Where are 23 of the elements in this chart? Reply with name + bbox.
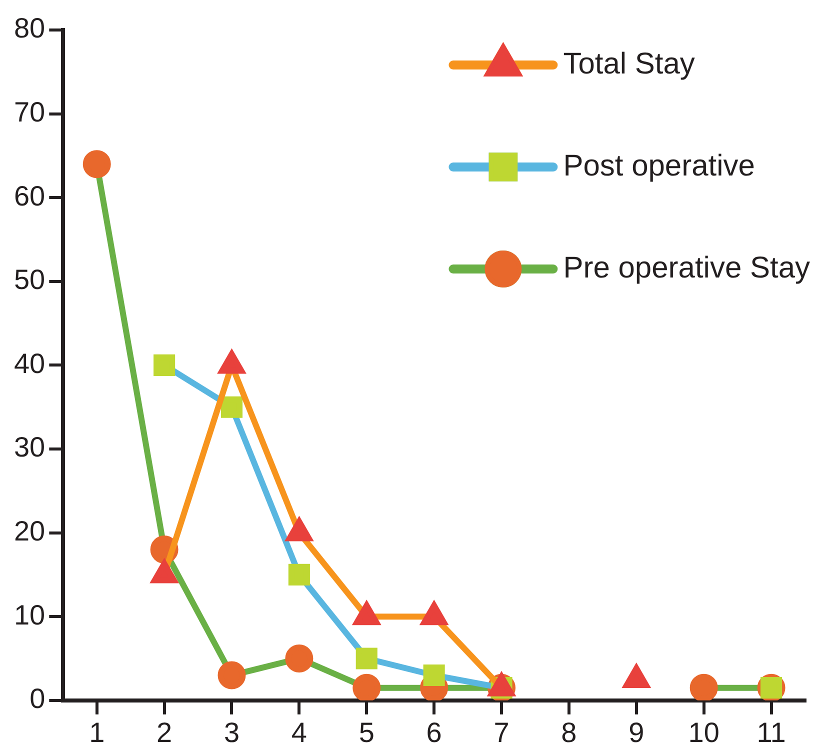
x-tick-label: 9 bbox=[628, 716, 644, 748]
x-tick-label: 5 bbox=[358, 716, 374, 748]
y-tick-label: 70 bbox=[14, 96, 46, 128]
x-tick-label: 6 bbox=[426, 716, 442, 748]
x-tick-label: 8 bbox=[561, 716, 577, 748]
y-tick-label: 60 bbox=[14, 180, 46, 212]
y-tick-label: 40 bbox=[14, 348, 46, 379]
y-tick-label: 30 bbox=[14, 432, 46, 463]
y-tick-label: 80 bbox=[14, 12, 46, 44]
x-tick-label: 2 bbox=[156, 716, 172, 748]
x-tick-label: 3 bbox=[224, 716, 240, 748]
x-tick-label: 11 bbox=[756, 716, 786, 748]
x-tick-label: 4 bbox=[291, 716, 307, 748]
y-tick-label: 50 bbox=[14, 264, 46, 296]
x-tick-label: 10 bbox=[688, 716, 720, 748]
y-tick-label: 10 bbox=[14, 599, 46, 630]
legend-label: Total Stay bbox=[563, 47, 695, 80]
legend-label: Post operative bbox=[563, 149, 755, 182]
x-tick-label: 7 bbox=[494, 716, 510, 748]
x-tick-label: 1 bbox=[89, 716, 105, 748]
legend-label: Pre operative Stay bbox=[563, 251, 810, 284]
y-tick-label: 20 bbox=[14, 516, 46, 547]
y-tick-label: 0 bbox=[30, 683, 46, 714]
